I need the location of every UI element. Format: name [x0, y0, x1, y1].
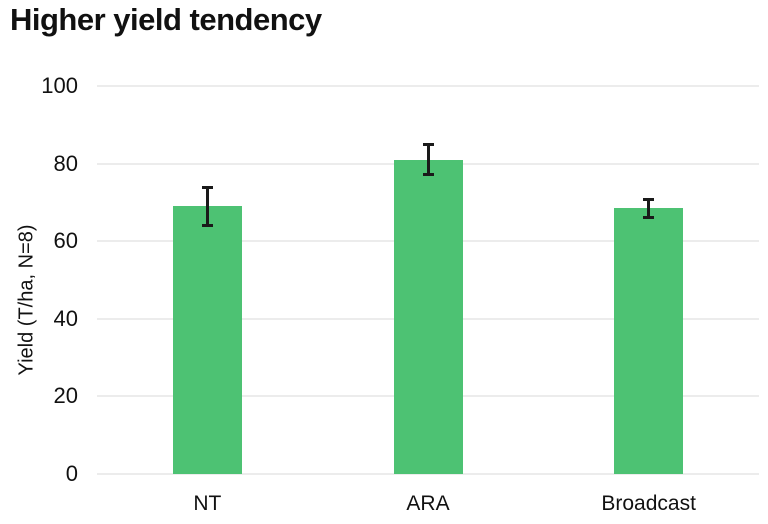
- x-tick-label-broadcast: Broadcast: [601, 492, 696, 515]
- error-bar-stem-ara: [426, 144, 430, 176]
- error-bar-cap-bottom-nt: [201, 223, 213, 227]
- gridline-100: [97, 85, 759, 87]
- error-bar-cap-top-ara: [422, 143, 434, 147]
- y-tick-label-80: 80: [53, 150, 78, 176]
- bar-nt: [172, 206, 242, 474]
- plot-area: [97, 85, 759, 475]
- error-bar-cap-top-nt: [201, 185, 213, 189]
- error-bar-stem-nt: [205, 186, 209, 226]
- error-bar-cap-top-broadcast: [643, 197, 655, 201]
- y-tick-label-60: 60: [53, 228, 78, 254]
- y-tick-label-0: 0: [65, 461, 78, 486]
- error-bar-stem-broadcast: [647, 198, 651, 218]
- y-tick-label-20: 20: [53, 383, 78, 409]
- error-bar-cap-bottom-broadcast: [643, 215, 655, 219]
- gridline-0: [97, 473, 759, 475]
- x-tick-label-nt: NT: [193, 492, 222, 515]
- bar-ara: [393, 159, 463, 474]
- chart-title: Higher yield tendency: [10, 2, 322, 37]
- x-tick-label-ara: ARA: [406, 492, 450, 515]
- y-tick-label-40: 40: [53, 305, 78, 331]
- y-tick-label-100: 100: [41, 73, 78, 98]
- bar-broadcast: [614, 208, 684, 474]
- error-bar-cap-bottom-ara: [422, 173, 434, 177]
